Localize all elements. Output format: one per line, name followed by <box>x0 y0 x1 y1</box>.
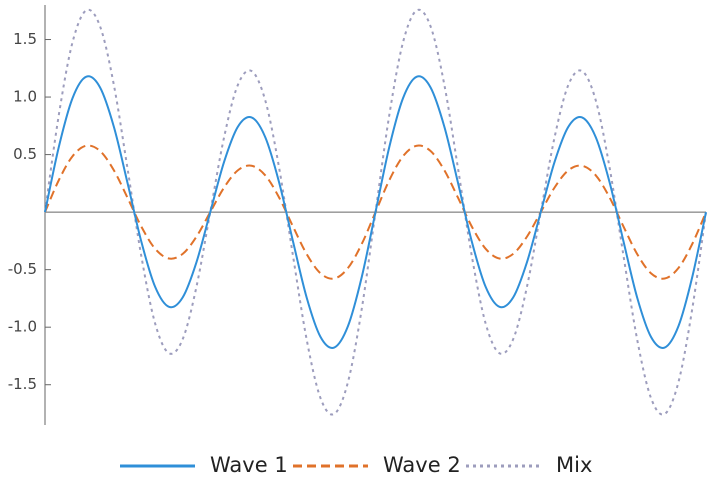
y-tick-label: -0.5 <box>8 260 37 278</box>
y-tick-label: 1.0 <box>13 88 37 106</box>
series-line <box>44 75 707 349</box>
y-tick-label: -1.5 <box>8 375 37 393</box>
y-tick-label: -1.0 <box>8 318 37 336</box>
legend-label: Wave 2 <box>383 453 461 477</box>
y-tick-label: 1.5 <box>13 30 37 48</box>
y-tick-label: 0.5 <box>13 145 37 163</box>
legend-label: Mix <box>556 453 592 477</box>
legend-label: Wave 1 <box>210 453 288 477</box>
